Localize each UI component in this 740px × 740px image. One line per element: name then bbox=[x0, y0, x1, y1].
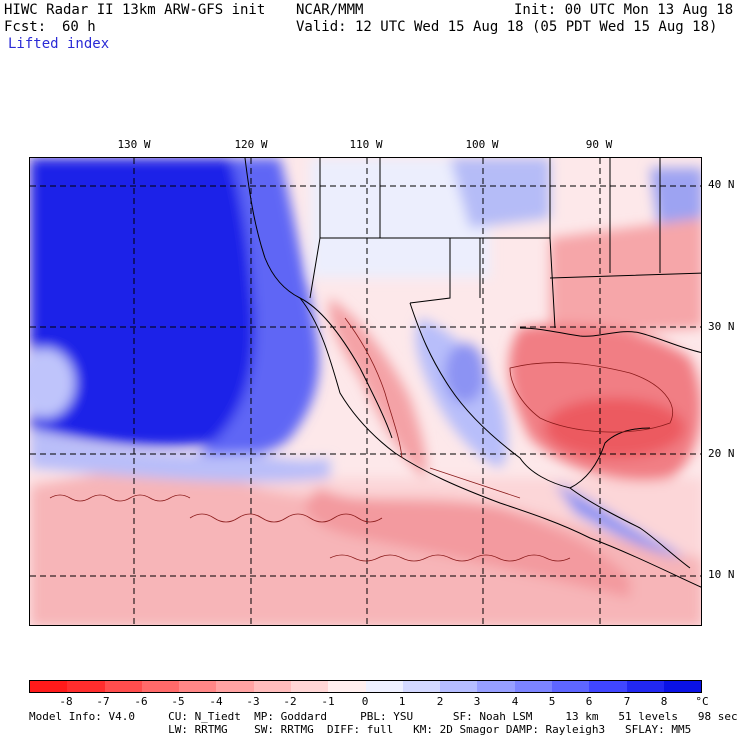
colorbar-segment bbox=[663, 681, 702, 692]
lifted-index-map bbox=[29, 157, 702, 626]
colorbar-segment bbox=[626, 681, 664, 692]
colorbar bbox=[29, 680, 702, 693]
colorbar-segment bbox=[67, 681, 105, 692]
colorbar-segment bbox=[216, 681, 254, 692]
map-canvas bbox=[30, 158, 701, 625]
colorbar-label: 3 bbox=[473, 695, 481, 708]
colorbar-label: 2 bbox=[436, 695, 444, 708]
lat-label-40n: 40 N bbox=[708, 178, 735, 191]
colorbar-segment bbox=[30, 681, 68, 692]
model-info-line1: Model Info: V4.0 CU: N_Tiedt MP: Goddard… bbox=[29, 710, 738, 723]
forecast-label: Fcst: bbox=[4, 19, 47, 35]
colorbar-label: 7 bbox=[623, 695, 631, 708]
lon-label-130w: 130 W bbox=[117, 138, 151, 151]
colorbar-label: -8 bbox=[59, 695, 73, 708]
lat-label-30n: 30 N bbox=[708, 320, 735, 333]
lon-label-120w: 120 W bbox=[234, 138, 268, 151]
colorbar-unit: °C bbox=[695, 695, 709, 708]
colorbar-label: -2 bbox=[283, 695, 297, 708]
model-title: HIWC Radar II 13km ARW-GFS init bbox=[4, 2, 266, 18]
colorbar-label: 6 bbox=[585, 695, 593, 708]
colorbar-segment bbox=[328, 681, 366, 692]
colorbar-segment bbox=[290, 681, 329, 692]
lat-label-20n: 20 N bbox=[708, 447, 735, 460]
coastlines-borders bbox=[244, 158, 701, 588]
lat-lon-grid bbox=[30, 158, 701, 625]
colorbar-label: -6 bbox=[134, 695, 148, 708]
colorbar-segment bbox=[141, 681, 180, 692]
forecast-hours: 60 h bbox=[62, 19, 96, 35]
lon-label-100w: 100 W bbox=[465, 138, 499, 151]
model-info-line2: LW: RRTMG SW: RRTMG DIFF: full KM: 2D Sm… bbox=[29, 723, 692, 736]
colorbar-segment bbox=[253, 681, 291, 692]
colorbar-segment bbox=[589, 681, 627, 692]
colorbar-segment bbox=[104, 681, 142, 692]
colorbar-label: 4 bbox=[511, 695, 519, 708]
colorbar-segment bbox=[179, 681, 217, 692]
lat-label-10n: 10 N bbox=[708, 568, 735, 581]
colorbar-label: 5 bbox=[548, 695, 556, 708]
init-time: Init: 00 UTC Mon 13 Aug 18 bbox=[514, 2, 734, 18]
colorbar-label: -1 bbox=[321, 695, 335, 708]
valid-time: Valid: 12 UTC Wed 15 Aug 18 (05 PDT Wed … bbox=[296, 19, 718, 35]
colorbar-label: 8 bbox=[660, 695, 668, 708]
colorbar-segment bbox=[365, 681, 403, 692]
colorbar-segment bbox=[440, 681, 478, 692]
colorbar-label: 1 bbox=[398, 695, 406, 708]
colorbar-label: -4 bbox=[209, 695, 223, 708]
colorbar-segment bbox=[402, 681, 441, 692]
colorbar-label: 0 bbox=[361, 695, 369, 708]
organization-label: NCAR/MMM bbox=[296, 2, 364, 18]
colorbar-label: -3 bbox=[246, 695, 260, 708]
colorbar-segment bbox=[551, 681, 590, 692]
field-name: Lifted index bbox=[8, 36, 110, 52]
colorbar-segment bbox=[514, 681, 552, 692]
field-shading bbox=[30, 158, 701, 625]
lon-label-90w: 90 W bbox=[585, 138, 613, 151]
colorbar-segment bbox=[477, 681, 515, 692]
colorbar-label: -7 bbox=[96, 695, 110, 708]
colorbar-label: -5 bbox=[171, 695, 185, 708]
li-contours bbox=[49, 317, 673, 562]
lon-label-110w: 110 W bbox=[349, 138, 383, 151]
